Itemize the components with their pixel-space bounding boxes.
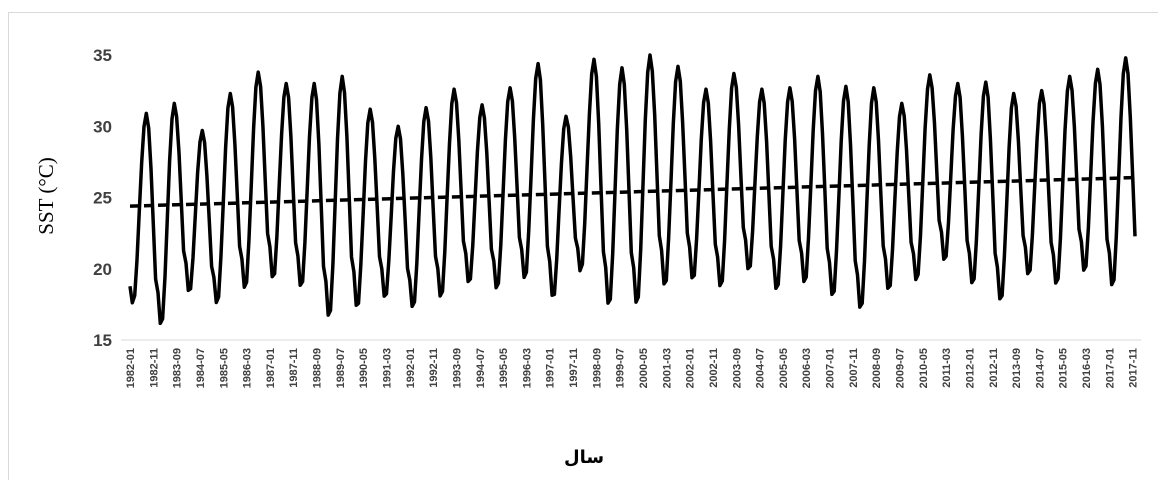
x-tick-label: 1995-05	[498, 348, 510, 388]
x-tick-label: 2001-03	[661, 348, 673, 388]
x-tick-label: 1994-07	[475, 348, 487, 388]
y-tick-label: 30	[93, 117, 112, 136]
x-tick-label: 2012-01	[964, 348, 976, 388]
x-tick-label: 1982-01	[125, 348, 137, 388]
x-tick-label: 2016-03	[1081, 348, 1093, 388]
x-tick-label: 1989-07	[335, 348, 347, 388]
x-tick-label: 2015-05	[1058, 348, 1070, 388]
x-tick-label: 2011-03	[941, 348, 953, 388]
x-tick-label: 1987-11	[288, 348, 300, 388]
x-tick-label: 2003-09	[731, 348, 743, 388]
sst-series-line	[128, 53, 1137, 326]
x-tick-label: 2000-05	[638, 348, 650, 388]
y-tick-label: 15	[93, 331, 112, 350]
x-tick-label: 1982-11	[148, 348, 160, 388]
x-tick-label: 1997-11	[568, 348, 580, 388]
x-tick-label: 1996-03	[521, 348, 533, 388]
y-axis-ticks: 15 20 25 30 35	[93, 46, 112, 350]
x-tick-label: 1987-01	[265, 348, 277, 388]
x-tick-label: 2009-07	[894, 348, 906, 388]
x-tick-label: 1993-09	[451, 348, 463, 388]
x-tick-label: 1990-05	[358, 348, 370, 388]
x-axis-label: سال	[564, 447, 604, 468]
y-tick-label: 25	[93, 189, 112, 208]
x-tick-label: 1984-07	[195, 348, 207, 388]
x-tick-label: 1988-09	[312, 348, 324, 388]
x-tick-label: 2005-05	[778, 348, 790, 388]
x-tick-label: 1986-03	[242, 348, 254, 388]
x-tick-label: 1983-09	[172, 348, 184, 388]
y-tick-label: 20	[93, 260, 112, 279]
x-tick-label: 1992-01	[405, 348, 417, 388]
x-tick-label: 1985-05	[218, 348, 230, 388]
x-tick-label: 2006-03	[801, 348, 813, 388]
x-tick-label: 2002-11	[708, 348, 720, 388]
x-tick-label: 2010-05	[918, 348, 930, 388]
x-tick-label: 2007-01	[825, 348, 837, 388]
chart-frame	[8, 12, 1158, 480]
x-tick-label: 1992-11	[428, 348, 440, 388]
x-tick-label: 1998-09	[591, 348, 603, 388]
x-tick-label: 2017-11	[1128, 348, 1140, 388]
y-tick-label: 35	[93, 46, 112, 65]
x-tick-label: 2004-07	[755, 348, 767, 388]
x-tick-label: 1997-01	[545, 348, 557, 388]
x-tick-label: 2012-11	[988, 348, 1000, 388]
x-tick-label: 2007-11	[848, 348, 860, 388]
x-axis-ticks: 1982-01 1982-11 1983-09 1984-07 1985-05 1986-…	[125, 348, 1140, 388]
y-axis-label: SST (°C)	[34, 157, 58, 234]
x-tick-label: 1999-07	[615, 348, 627, 388]
x-tick-label: 1991-03	[381, 348, 393, 388]
x-tick-label: 2013-09	[1011, 348, 1023, 388]
x-tick-label: 2008-09	[871, 348, 883, 388]
x-tick-label: 2014-07	[1034, 348, 1046, 388]
x-tick-label: 2002-01	[685, 348, 697, 388]
x-tick-label: 2017-01	[1104, 348, 1116, 388]
